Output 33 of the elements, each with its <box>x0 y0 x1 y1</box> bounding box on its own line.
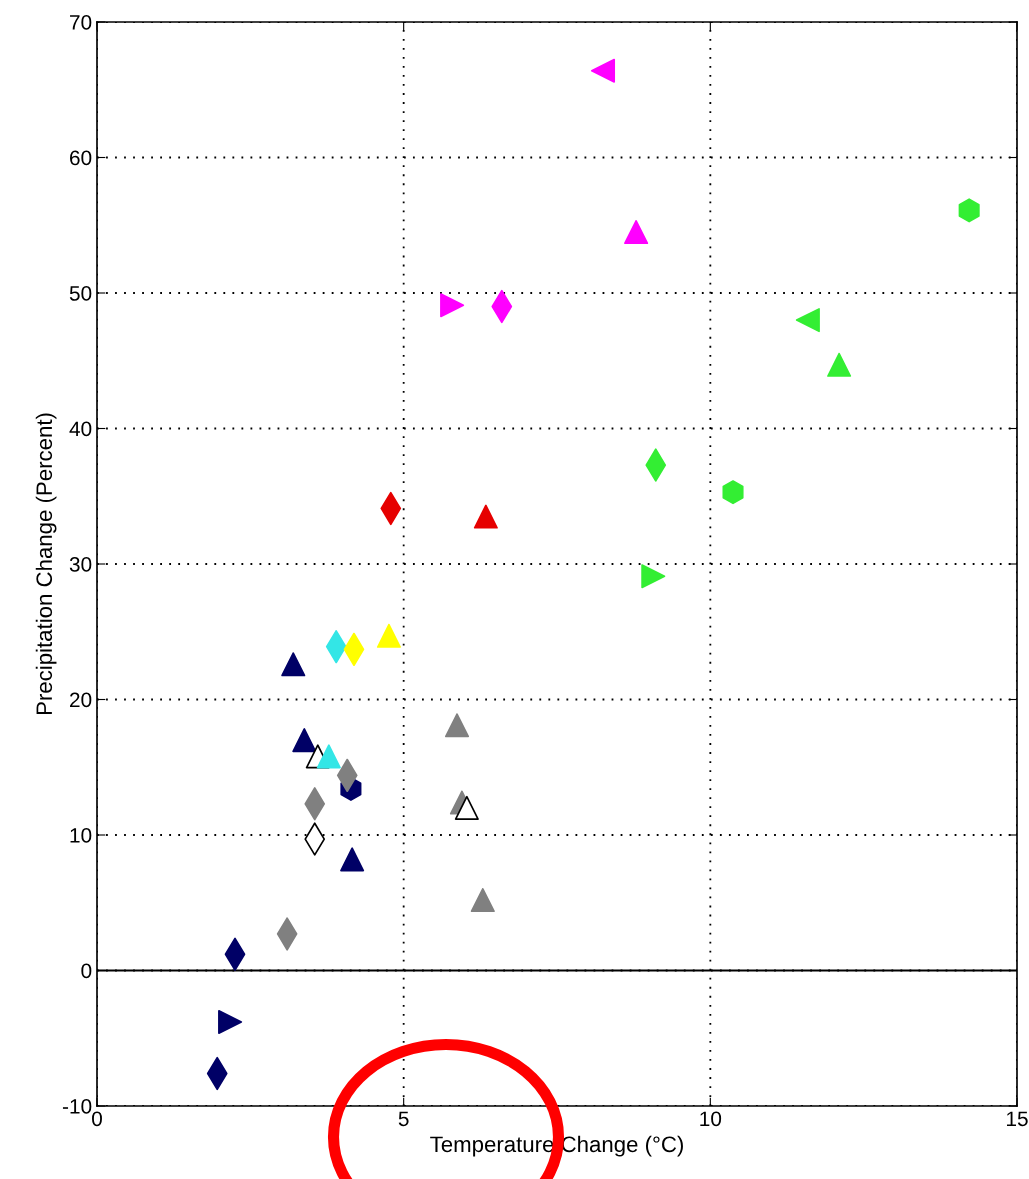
y-tick-label: 30 <box>69 557 92 572</box>
y-tick-label: 10 <box>70 828 92 843</box>
y-tick-label: 20 <box>70 692 92 708</box>
point <box>218 1009 243 1035</box>
point <box>316 744 341 769</box>
y-tick-label: 70 <box>70 15 92 30</box>
point <box>958 198 980 223</box>
point <box>722 480 744 505</box>
point <box>624 219 649 245</box>
point <box>473 504 498 529</box>
x-tick-label: 0 <box>92 1111 102 1127</box>
y-tick-label: 50 <box>69 286 92 301</box>
x-tick-label: 5 <box>398 1111 409 1127</box>
x-axis-title: Temperature Change (°C) <box>430 1135 683 1157</box>
x-tick-label: 10 <box>700 1111 722 1127</box>
point <box>281 652 306 677</box>
y-tick-label: 40 <box>69 421 92 437</box>
point <box>340 847 365 872</box>
y-tick-label: 0 <box>81 963 92 979</box>
y-tick-label: -10 <box>62 1099 92 1114</box>
point <box>440 293 465 318</box>
point <box>795 308 820 333</box>
point <box>376 623 401 648</box>
point <box>641 564 666 589</box>
point <box>590 58 616 83</box>
y-axis-title: Precipitation Change (Percent) <box>35 413 57 715</box>
x-tick-label: 15 <box>1007 1111 1028 1127</box>
point <box>827 352 852 377</box>
point <box>470 888 495 913</box>
point <box>444 713 470 738</box>
y-tick-label: 60 <box>70 150 92 166</box>
point <box>454 795 479 820</box>
point <box>292 728 317 753</box>
